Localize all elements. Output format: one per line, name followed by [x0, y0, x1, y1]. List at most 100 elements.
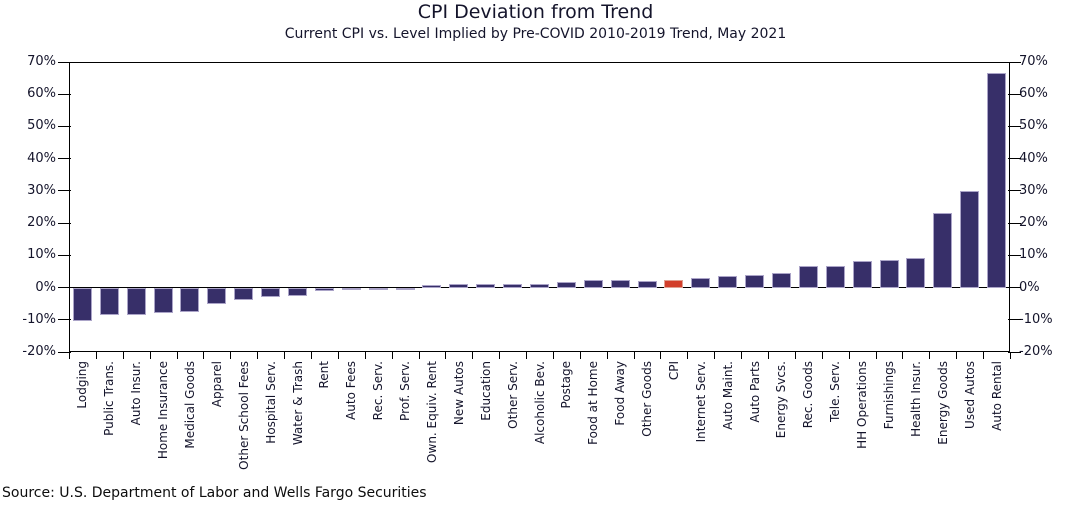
bar-energy-goods [933, 213, 953, 288]
y-axis-tick-left [58, 93, 71, 95]
y-axis-tick-right [1008, 158, 1021, 160]
x-axis-tick [526, 352, 528, 359]
x-category-label-rent: Rent [317, 361, 332, 389]
bar-furnishings [879, 259, 899, 288]
y-axis-tick-right [1008, 125, 1021, 127]
bar-energy-svcs [771, 273, 791, 288]
x-category-label-hospital-serv: Hospital Serv. [263, 361, 278, 444]
y-tick-label-left: 0% [35, 279, 56, 295]
bar-apparel [207, 287, 227, 304]
x-category-label-home-insurance: Home Insurance [156, 361, 171, 460]
x-category-label-medical-goods: Medical Goods [182, 361, 197, 449]
y-axis-tick-left [58, 190, 71, 192]
x-axis-tick [741, 352, 743, 359]
y-axis-tick-left [58, 125, 71, 127]
x-axis-tick [310, 352, 312, 359]
y-axis-tick-right [1008, 254, 1021, 256]
x-axis-tick [364, 352, 366, 359]
bar-public-trans [99, 287, 119, 315]
bar-hh-operations [852, 260, 872, 288]
x-axis-tick [848, 352, 850, 359]
x-category-label-other-school-fees: Other School Fees [236, 361, 251, 470]
y-tick-label-right: 20% [1019, 215, 1048, 231]
x-axis-tick [552, 352, 554, 359]
y-tick-label-left: 60% [27, 86, 56, 102]
x-axis-tick [687, 352, 689, 359]
x-category-label-internet-serv: Internet Serv. [693, 361, 708, 443]
bar-auto-parts [745, 275, 765, 288]
y-tick-label-left: -20% [22, 344, 56, 359]
x-axis-tick [337, 352, 339, 359]
y-tick-label-right: 50% [1019, 118, 1048, 134]
x-category-label-water-trash: Water & Trash [290, 361, 305, 446]
x-axis-tick [230, 352, 232, 359]
x-axis-tick [929, 352, 931, 359]
x-category-label-public-trans: Public Trans. [102, 361, 117, 436]
x-axis-tick [499, 352, 501, 359]
y-axis-tick-left [58, 61, 71, 63]
x-axis-tick [714, 352, 716, 359]
x-category-label-prof-serv: Prof. Serv. [398, 361, 413, 421]
x-category-label-apparel: Apparel [209, 361, 224, 408]
x-axis-tick [122, 352, 124, 359]
bar-rec-serv [368, 287, 388, 290]
y-axis-tick-left [58, 158, 71, 160]
x-axis-tick [902, 352, 904, 359]
y-tick-label-left: 40% [27, 150, 56, 166]
y-tick-label-right: 60% [1019, 86, 1048, 102]
x-category-label-cpi: CPI [666, 361, 681, 381]
x-axis-tick [149, 352, 151, 359]
x-axis-tick [1010, 352, 1011, 359]
y-axis-tick-left [58, 351, 71, 353]
x-category-label-energy-goods: Energy Goods [935, 361, 950, 445]
plot-area [69, 62, 1010, 352]
bar-rent [314, 287, 334, 291]
bar-hospital-serv [261, 287, 281, 298]
x-axis-tick [69, 352, 70, 359]
bar-home-insurance [153, 287, 173, 314]
x-axis-tick [391, 352, 393, 359]
x-axis-tick [794, 352, 796, 359]
x-axis-tick [284, 352, 286, 359]
y-axis-tick-right [1008, 287, 1021, 289]
y-axis-tick-left [58, 287, 71, 289]
x-axis-tick [821, 352, 823, 359]
bar-other-school-fees [234, 287, 254, 301]
x-category-label-hh-operations: HH Operations [855, 361, 870, 449]
bar-food-at-home [583, 280, 603, 288]
x-category-label-rec-goods: Rec. Goods [801, 361, 816, 429]
y-axis-tick-left [58, 319, 71, 321]
x-axis-tick [633, 352, 635, 359]
bar-cpi-highlight [664, 279, 684, 288]
x-axis-tick [983, 352, 985, 359]
y-tick-label-right: 70% [1019, 54, 1048, 69]
y-tick-label-right: -20% [1019, 344, 1053, 359]
x-axis-tick [660, 352, 662, 359]
y-axis-tick-left [58, 222, 71, 224]
bar-auto-maint [718, 276, 738, 288]
y-axis-tick-right [1008, 319, 1021, 321]
bar-medical-goods [180, 287, 200, 312]
y-tick-label-left: 70% [27, 54, 56, 69]
bar-new-autos [449, 284, 469, 288]
x-category-label-auto-parts: Auto Parts [747, 361, 762, 423]
chart-subtitle: Current CPI vs. Level Implied by Pre-COV… [284, 26, 787, 42]
x-axis-tick [203, 352, 205, 359]
y-axis-tick-right [1008, 222, 1021, 224]
y-tick-label-left: 30% [27, 182, 56, 198]
bar-auto-fees [341, 287, 361, 290]
y-tick-label-left: -10% [22, 311, 56, 327]
bar-other-serv [503, 283, 523, 288]
y-tick-label-right: -10% [1019, 311, 1053, 327]
source-note: Source: U.S. Department of Labor and Wel… [2, 485, 427, 501]
x-axis-tick [606, 352, 608, 359]
bar-prof-serv [395, 287, 415, 290]
x-category-label-health-insur: Health Insur. [908, 361, 923, 437]
bar-education [476, 283, 496, 288]
zero-baseline [69, 286, 1010, 289]
bar-postage [556, 281, 576, 288]
bar-auto-insur [126, 287, 146, 315]
x-axis-tick [418, 352, 420, 359]
bar-tele-serv [825, 265, 845, 288]
